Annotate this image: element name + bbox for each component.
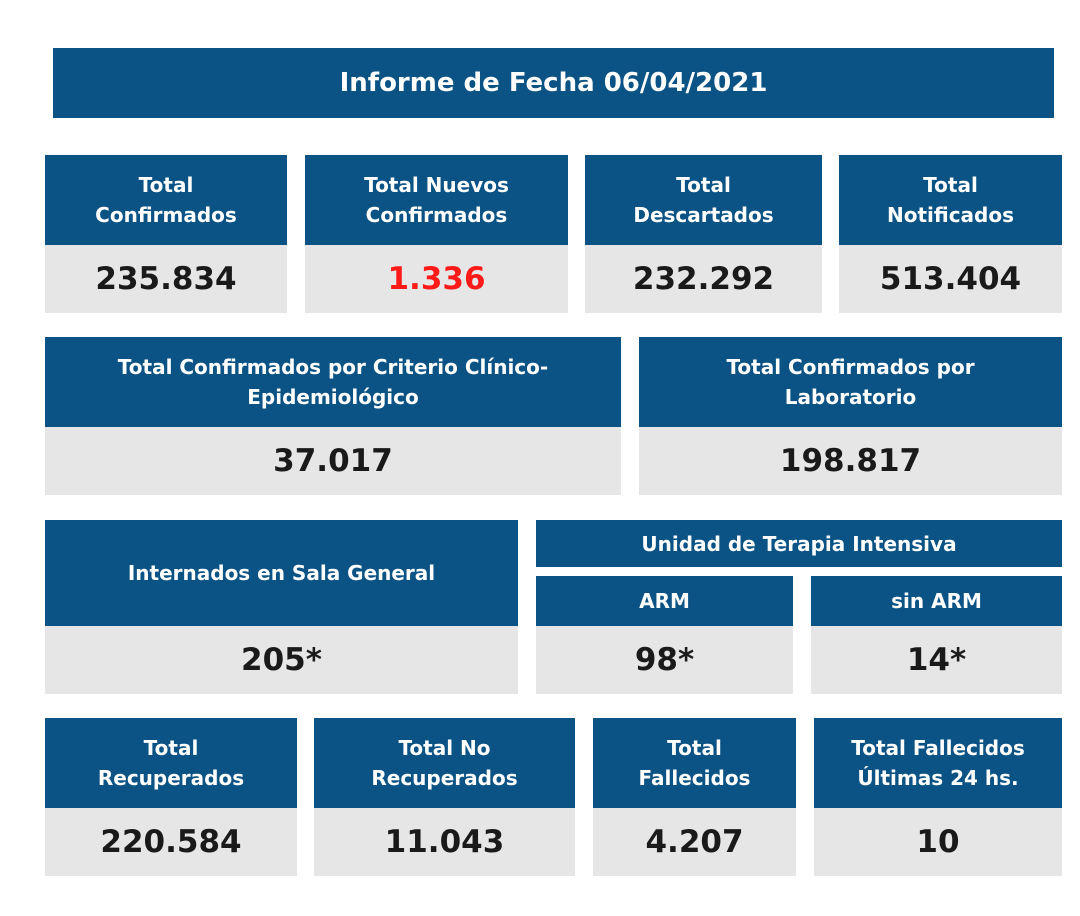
confirmados-laboratorio-header: Total Confirmados por Laboratorio bbox=[639, 337, 1062, 427]
confirmados-clinico-header: Total Confirmados por Criterio Clínico- … bbox=[45, 337, 621, 427]
total-confirmados-value: 235.834 bbox=[45, 245, 287, 313]
sala-general-header: Internados en Sala General bbox=[45, 520, 518, 626]
total-no-recuperados-header: Total No Recuperados bbox=[314, 718, 575, 808]
total-fallecidos-header: Total Fallecidos bbox=[593, 718, 796, 808]
total-nuevos-confirmados-header: Total Nuevos Confirmados bbox=[305, 155, 568, 245]
uti-sin-arm-header: sin ARM bbox=[811, 576, 1062, 626]
total-descartados-header: Total Descartados bbox=[585, 155, 822, 245]
confirmados-laboratorio-value: 198.817 bbox=[639, 427, 1062, 495]
total-recuperados-header: Total Recuperados bbox=[45, 718, 297, 808]
sala-general-value: 205* bbox=[45, 626, 518, 694]
total-fallecidos-value: 4.207 bbox=[593, 808, 796, 876]
total-nuevos-confirmados-value: 1.336 bbox=[305, 245, 568, 313]
confirmados-clinico-value: 37.017 bbox=[45, 427, 621, 495]
total-notificados-value: 513.404 bbox=[839, 245, 1062, 313]
uti-header: Unidad de Terapia Intensiva bbox=[536, 520, 1062, 567]
total-confirmados-header: Total Confirmados bbox=[45, 155, 287, 245]
fallecidos-24hs-header: Total Fallecidos Últimas 24 hs. bbox=[814, 718, 1062, 808]
uti-sin-arm-value: 14* bbox=[811, 626, 1062, 694]
total-notificados-header: Total Notificados bbox=[839, 155, 1062, 245]
fallecidos-24hs-value: 10 bbox=[814, 808, 1062, 876]
uti-arm-header: ARM bbox=[536, 576, 793, 626]
total-recuperados-value: 220.584 bbox=[45, 808, 297, 876]
total-no-recuperados-value: 11.043 bbox=[314, 808, 575, 876]
report-title: Informe de Fecha 06/04/2021 bbox=[53, 48, 1054, 118]
total-descartados-value: 232.292 bbox=[585, 245, 822, 313]
uti-arm-value: 98* bbox=[536, 626, 793, 694]
